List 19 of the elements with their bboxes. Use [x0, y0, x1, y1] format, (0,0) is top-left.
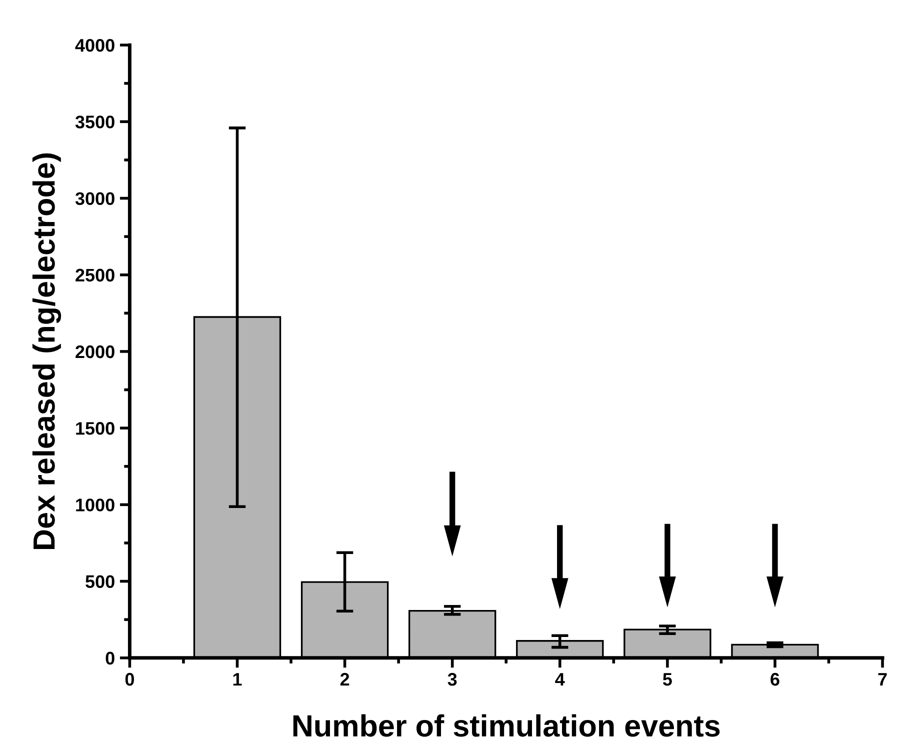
y-axis-title: Dex released (ng/electrode) — [32, 153, 62, 549]
x-tick-label: 4 — [555, 673, 565, 686]
x-tick-label: 0 — [125, 672, 134, 686]
x-tick-label: 1 — [233, 673, 242, 686]
x-tick-label: 2 — [340, 672, 350, 686]
x-tick-label: 7 — [878, 673, 887, 686]
x-tick-label: 5 — [662, 673, 672, 686]
x-tick-label: 3 — [448, 672, 457, 686]
y-tick-label: 1500 — [76, 422, 114, 435]
x-axis-title: Number of stimulation events — [293, 714, 720, 737]
y-tick-label: 0 — [106, 652, 114, 665]
x-tick-label: 6 — [770, 672, 780, 686]
y-tick-label: 3000 — [75, 192, 114, 206]
y-tick-label: 2000 — [76, 345, 114, 358]
y-tick-label: 2500 — [76, 268, 114, 282]
y-tick-label: 4000 — [75, 38, 114, 52]
y-tick-label: 500 — [86, 575, 114, 588]
y-tick-label: 1000 — [76, 498, 114, 512]
y-tick-label: 3500 — [75, 116, 114, 128]
